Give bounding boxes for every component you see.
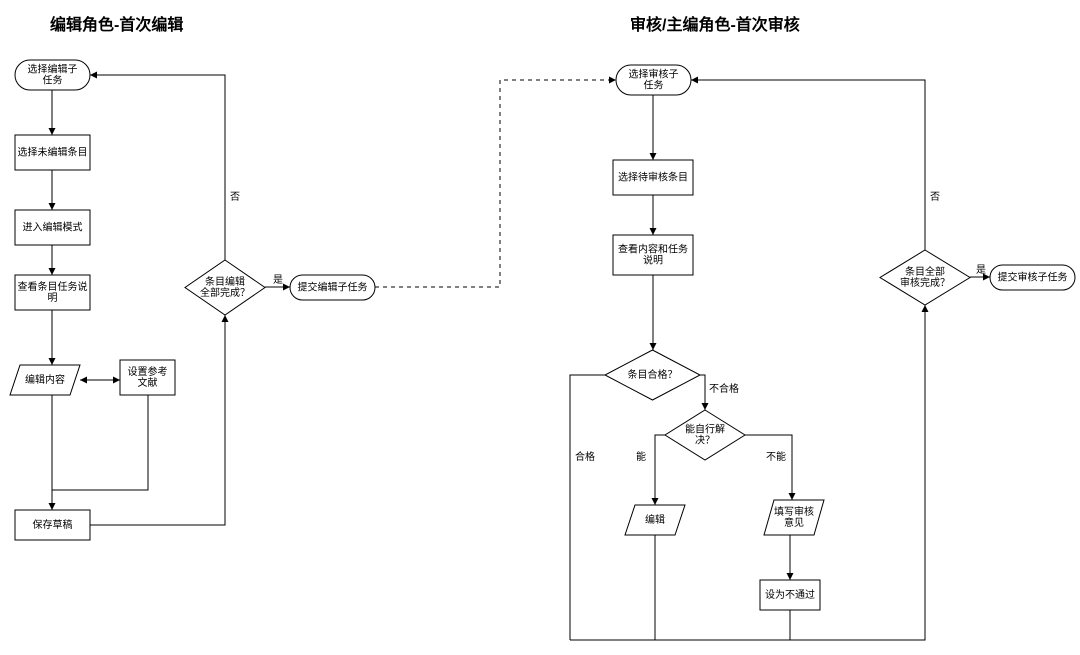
- edge-L-submit-R-start: [375, 80, 616, 287]
- node-label: 条目编辑全部完成？: [200, 275, 250, 299]
- node-label: 保存草稿: [33, 518, 73, 531]
- edge-label: 否: [230, 191, 240, 203]
- edge-R-merge-R-decision: [570, 305, 925, 640]
- edge-R-selfsolve-R-edit: [655, 435, 665, 505]
- node-L-view: 查看条目任务说明: [15, 275, 90, 310]
- node-label: 条目合格？: [628, 368, 678, 381]
- edge-label: 不合格: [709, 382, 739, 395]
- node-label: 提交编辑子任务: [298, 280, 368, 293]
- node-L-edit: 编辑内容: [10, 365, 80, 395]
- edge-L-decision-L-start-loop: [90, 75, 225, 260]
- node-R-view: 查看内容和任务说明: [613, 235, 693, 275]
- edge-R-reject-R-merge-2: [570, 610, 790, 640]
- node-R-decision: 条目全部审核完成？: [880, 250, 970, 305]
- node-L-save: 保存草稿: [15, 510, 90, 540]
- edge-label: 否: [930, 191, 940, 203]
- node-R-opinion: 填写审核意见: [764, 500, 824, 535]
- node-L-enter: 进入编辑模式: [15, 210, 90, 245]
- node-R-submit: 提交审核子任务: [990, 265, 1075, 290]
- node-L-start: 选择编辑子任务: [15, 60, 90, 90]
- node-R-select: 选择待审核条目: [613, 160, 693, 195]
- edge-R-selfsolve-R-opinion: [745, 435, 792, 500]
- node-label: 设为不通过: [765, 588, 815, 601]
- node-L-select: 选择未编辑条目: [15, 135, 90, 170]
- node-R-selfsolve: 能自行解决？: [665, 410, 745, 460]
- node-R-edit: 编辑: [625, 505, 685, 535]
- title-right: 审核/主编角色-首次审核: [630, 15, 800, 34]
- node-label: 选择未编辑条目: [18, 145, 88, 158]
- node-L-refs: 设置参考文献: [120, 360, 175, 395]
- node-label: 提交审核子任务: [998, 270, 1068, 283]
- edge-label: 是: [273, 274, 283, 286]
- node-R-qualified: 条目合格？: [605, 350, 700, 400]
- node-label: 选择待审核条目: [618, 170, 688, 183]
- edge-R-edit-R-merge-1: [570, 535, 655, 640]
- node-label: 进入编辑模式: [23, 220, 83, 233]
- nodes-layer: 选择编辑子任务选择未编辑条目进入编辑模式查看条目任务说明编辑内容 设置参考文献保存…: [10, 60, 1075, 610]
- node-R-start: 选择审核子任务: [616, 65, 691, 95]
- edge-label: 能: [636, 450, 646, 463]
- node-label: 编辑内容: [25, 373, 65, 386]
- edges-layer: 是 否不合格合格 能 不能 是 否: [52, 75, 990, 640]
- edge-R-qualified-R-merge-ok: [570, 375, 605, 640]
- node-label: 条目全部审核完成？: [900, 265, 950, 289]
- node-label: 编辑: [645, 513, 665, 526]
- edge-R-qualified-R-selfsolve: [700, 375, 705, 410]
- flowchart-canvas: 是否不合格合格能不能是否选择编辑子任务选择未编辑条目进入编辑模式查看条目任务说明…: [0, 0, 1080, 655]
- edge-R-decision-R-start-loop: [691, 80, 925, 250]
- edge-label: 是: [976, 264, 986, 276]
- node-L-decision: 条目编辑全部完成？: [185, 260, 265, 315]
- edge-L-refs-L-save-merge: [52, 395, 148, 490]
- edge-L-save-L-decision: [90, 315, 225, 525]
- node-L-submit: 提交编辑子任务: [290, 275, 375, 300]
- node-R-reject: 设为不通过: [760, 580, 820, 610]
- edge-label: 合格: [575, 450, 595, 463]
- edge-label: 不能: [766, 450, 786, 463]
- title-left: 编辑角色-首次编辑: [50, 15, 183, 34]
